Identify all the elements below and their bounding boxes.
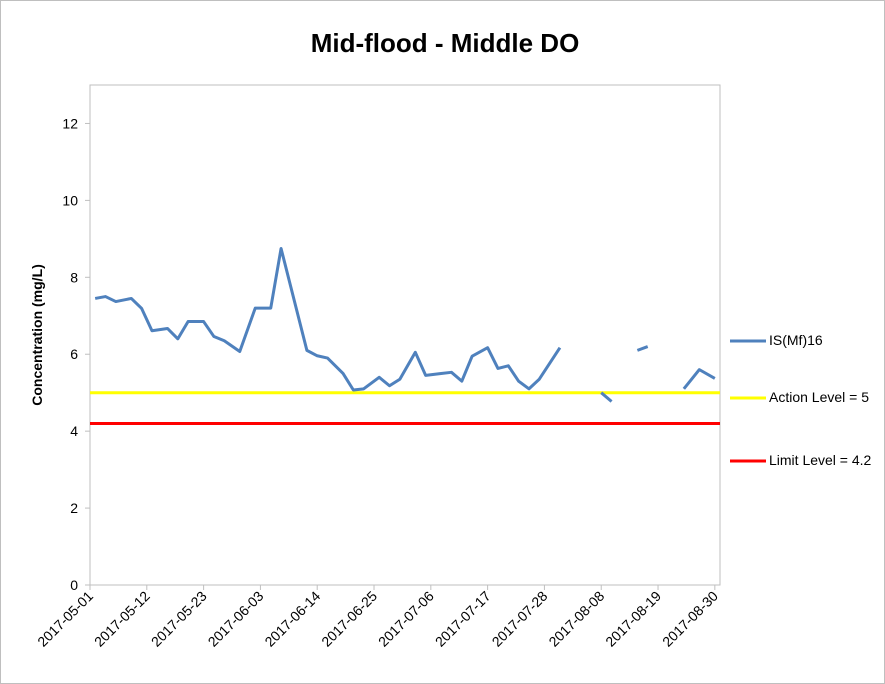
- y-tick-label: 4: [70, 423, 78, 439]
- x-tick-label: 2017-05-23: [148, 588, 210, 650]
- x-tick-label: 2017-05-12: [91, 588, 153, 650]
- y-tick-label: 10: [62, 192, 78, 208]
- y-tick-label: 0: [70, 577, 78, 593]
- y-axis-label: Concentration (mg/L): [29, 264, 45, 406]
- x-tick-label: 2017-07-17: [432, 588, 494, 650]
- legend-label: IS(Mf)16: [769, 332, 823, 348]
- y-tick-label: 12: [62, 115, 78, 131]
- x-tick-label: 2017-06-03: [205, 588, 267, 650]
- x-tick-label: 2017-05-01: [34, 588, 96, 650]
- x-tick-label: 2017-06-25: [318, 588, 380, 650]
- x-tick-label: 2017-07-06: [375, 588, 437, 650]
- y-tick-label: 6: [70, 346, 78, 362]
- x-tick-label: 2017-08-19: [602, 588, 664, 650]
- chart-title: Mid-flood - Middle DO: [311, 28, 580, 58]
- x-tick-label: 2017-07-28: [489, 588, 551, 650]
- legend-label: Limit Level = 4.2: [769, 452, 872, 468]
- x-tick-label: 2017-08-08: [545, 588, 607, 650]
- x-tick-label: 2017-06-14: [261, 588, 323, 650]
- plot-area: [89, 84, 721, 586]
- legend-label: Action Level = 5: [769, 389, 870, 405]
- x-tick-label: 2017-08-30: [659, 588, 721, 650]
- y-tick-label: 2: [70, 500, 78, 516]
- data-line: [94, 246, 716, 403]
- y-tick-label: 8: [70, 269, 78, 285]
